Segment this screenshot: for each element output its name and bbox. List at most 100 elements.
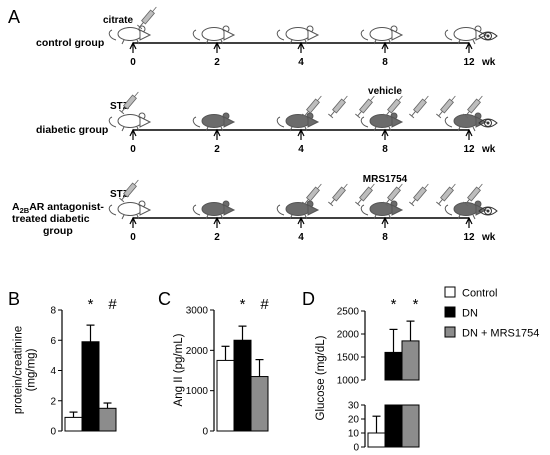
mouse-tail xyxy=(444,116,453,128)
mouse-icon xyxy=(444,25,488,45)
mouse-head xyxy=(139,204,152,216)
y-axis-label: protein/creatinine xyxy=(13,326,25,414)
mouse-body xyxy=(201,202,227,216)
mouse-leg xyxy=(289,214,293,220)
mouse-head xyxy=(307,204,320,216)
syringe-thumb xyxy=(463,113,469,119)
syringe-needle xyxy=(451,95,456,101)
syringe-thumb xyxy=(463,201,469,207)
syringe-barrel xyxy=(440,98,454,114)
group-label: A2BAR antagonist- xyxy=(12,201,104,215)
mouse-tail xyxy=(360,116,369,128)
syringe-plunger xyxy=(139,22,144,28)
syringe-icon xyxy=(436,95,456,119)
eye-pupil xyxy=(486,209,490,213)
mouse-leg xyxy=(388,214,392,220)
syringe-needle xyxy=(424,183,429,189)
bar-upper xyxy=(384,351,403,381)
timeline-tick-label: 8 xyxy=(382,144,388,155)
timeline-tick-label: 4 xyxy=(298,144,304,155)
syringe-plunger xyxy=(121,195,126,201)
syringe-needle xyxy=(134,91,139,97)
y-axis-label: (mg/mg) xyxy=(26,348,38,391)
syringe-icon xyxy=(119,179,139,203)
mouse-leg xyxy=(121,126,125,132)
mouse-tail xyxy=(192,204,201,216)
y-tick-label: 1500 xyxy=(337,353,360,364)
mouse-leg xyxy=(220,214,224,220)
syringe-icon xyxy=(302,183,322,207)
mouse-leg xyxy=(388,126,392,132)
mouse-leg xyxy=(205,126,209,132)
syringe-thumb xyxy=(302,201,308,207)
syringe-needle xyxy=(478,183,483,189)
timeline-tick-label: 0 xyxy=(130,232,136,243)
mouse-body xyxy=(117,202,143,216)
group-label-part: A xyxy=(12,201,20,213)
mouse-leg xyxy=(304,214,308,220)
mouse-icon xyxy=(276,25,320,45)
timeline-arrow xyxy=(381,128,389,137)
mouse-leg xyxy=(121,39,125,45)
mouse-icon xyxy=(276,112,320,132)
mouse-leg xyxy=(121,214,125,220)
syringe-plunger xyxy=(385,111,390,117)
legend-swatch xyxy=(444,326,456,338)
mouse-tail xyxy=(108,29,117,41)
legend-label: Control xyxy=(462,288,497,300)
syringe-barrel xyxy=(467,98,481,114)
timeline-arrow xyxy=(297,216,305,225)
syringe-thumb xyxy=(119,197,125,203)
syringe-needle xyxy=(370,183,375,189)
eye-iris xyxy=(484,32,492,40)
agent-label: STZ xyxy=(110,189,129,200)
mouse-leg xyxy=(457,126,461,132)
syringe-icon xyxy=(119,91,139,115)
significance-marker: * xyxy=(391,296,397,313)
timeline-arrow xyxy=(297,128,305,137)
syringe-thumb xyxy=(328,201,334,207)
y-tick-label: 4 xyxy=(50,366,56,377)
treatment-label: vehicle xyxy=(368,86,402,97)
syringe-icon xyxy=(436,183,456,207)
mouse-icon xyxy=(360,25,404,45)
syringe-needle xyxy=(343,183,348,189)
syringe-needle xyxy=(134,179,139,185)
mouse-leg xyxy=(373,126,377,132)
mouse-body xyxy=(285,27,311,41)
treatment-label: MRS1754 xyxy=(363,174,408,185)
mouse-head xyxy=(307,29,320,41)
agent-label: STZ xyxy=(110,101,129,112)
syringe-barrel xyxy=(332,98,346,114)
mouse-leg xyxy=(373,214,377,220)
syringe-barrel xyxy=(440,186,454,202)
mouse-head xyxy=(391,204,404,216)
mouse-tail xyxy=(192,116,201,128)
y-tick-label: 1000 xyxy=(337,376,360,387)
y-tick-label: 2000 xyxy=(186,346,209,357)
mouse-leg xyxy=(220,126,224,132)
timeline-tick-label: 8 xyxy=(382,232,388,243)
mouse-icon xyxy=(108,112,152,132)
syringe-thumb xyxy=(436,201,442,207)
syringe-needle xyxy=(370,95,375,101)
timeline-unit: wk xyxy=(481,232,496,243)
syringe-icon xyxy=(463,183,483,207)
timeline-arrow xyxy=(129,216,137,225)
mouse-head xyxy=(223,204,236,216)
syringe-thumb xyxy=(436,113,442,119)
bar xyxy=(64,416,83,432)
y-tick-label: 0 xyxy=(353,443,359,454)
mouse-body xyxy=(369,114,395,128)
y-tick-label: 0 xyxy=(202,427,208,438)
legend-swatch xyxy=(444,286,456,298)
syringe-icon xyxy=(383,183,403,207)
mouse-leg xyxy=(457,214,461,220)
mouse-body xyxy=(453,27,479,41)
syringe-icon xyxy=(355,183,375,207)
timeline-tick-label: 12 xyxy=(463,232,475,243)
timeline-arrow xyxy=(213,216,221,225)
timeline-arrow xyxy=(465,128,473,137)
bar xyxy=(250,376,269,432)
timeline-tick-label: 0 xyxy=(130,144,136,155)
